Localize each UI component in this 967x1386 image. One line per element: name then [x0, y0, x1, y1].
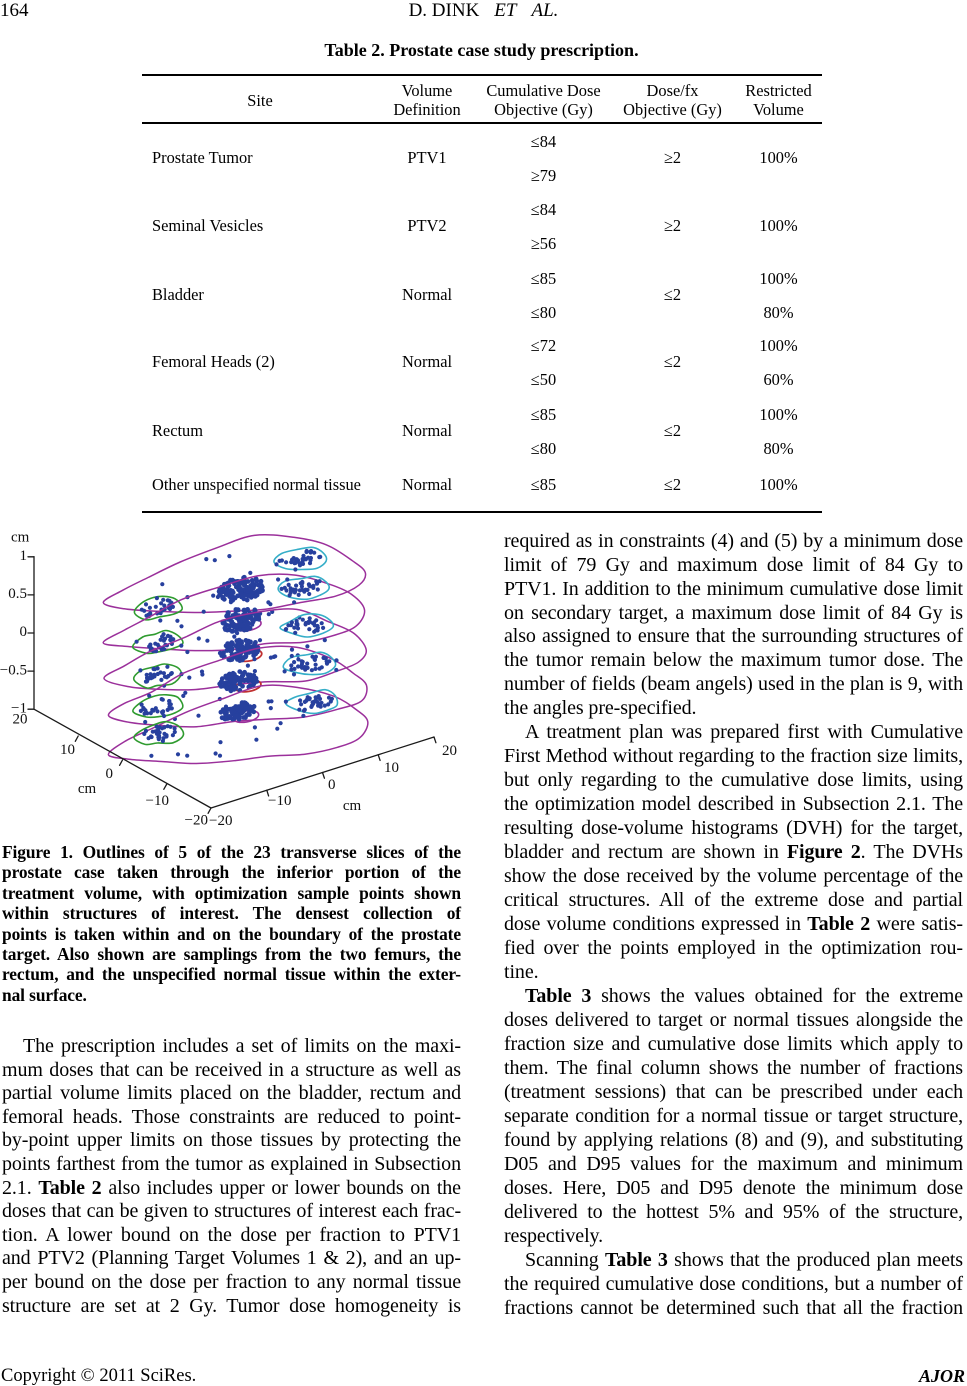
svg-text:10: 10: [60, 742, 75, 758]
svg-text:1: 1: [20, 548, 28, 564]
svg-text:cm: cm: [11, 530, 30, 546]
svg-text:10: 10: [384, 760, 399, 776]
svg-text:−0.5: −0.5: [0, 662, 27, 678]
svg-text:cm: cm: [343, 798, 362, 814]
svg-text:−20: −20: [209, 813, 232, 829]
svg-text:−10: −10: [146, 793, 169, 809]
svg-text:−20: −20: [185, 813, 208, 829]
svg-text:20: 20: [442, 743, 457, 759]
svg-text:0.5: 0.5: [8, 586, 27, 602]
svg-text:−10: −10: [268, 793, 291, 809]
svg-text:0: 0: [20, 624, 28, 640]
svg-text:0: 0: [328, 777, 336, 793]
svg-text:0: 0: [106, 766, 114, 782]
svg-text:−1: −1: [11, 700, 27, 716]
svg-text:cm: cm: [78, 781, 97, 797]
svg-text:20: 20: [13, 712, 28, 728]
